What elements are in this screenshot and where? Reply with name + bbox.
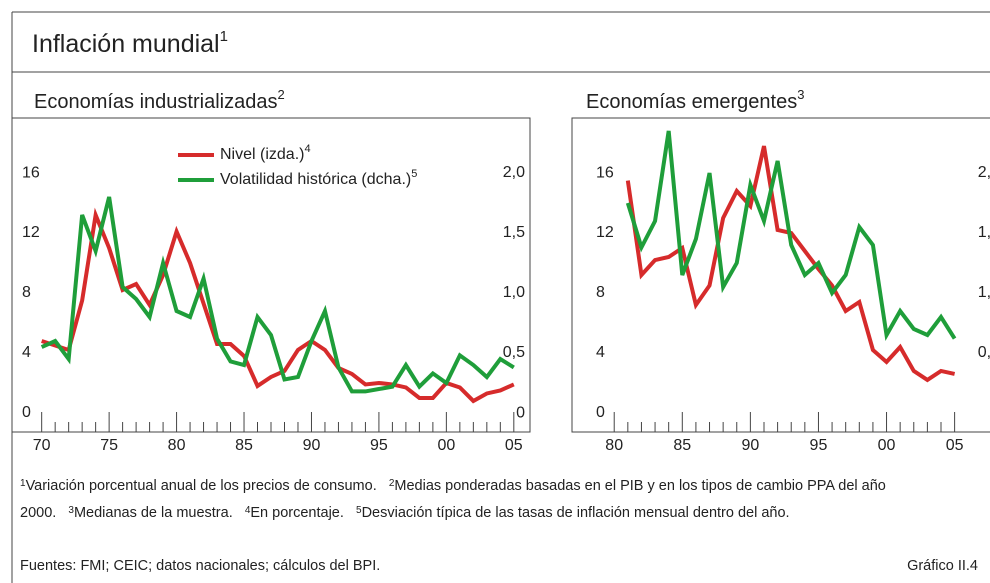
- x-tick-label: 95: [370, 437, 388, 454]
- y-tick-label: 0: [22, 404, 31, 421]
- footnote: 3Medianas de la muestra.: [68, 505, 232, 521]
- series-line: [625, 130, 957, 342]
- footnote-mark: 4: [244, 504, 251, 516]
- panel-title: Economías emergentes3: [586, 87, 804, 113]
- panel-title: Economías industrializadas2: [34, 87, 285, 113]
- footnote-text: Medias ponderadas basadas en el PIB y en…: [20, 478, 886, 521]
- y2-tick-label: 1,0: [978, 284, 990, 301]
- footnote-text: Variación porcentual anual de los precio…: [25, 478, 377, 494]
- legend-text: Nivel (izda.): [220, 146, 304, 163]
- figure-title-text: Inflación mundial: [32, 30, 220, 58]
- y2-tick-label: 0,5: [503, 344, 525, 361]
- x-tick-label: 70: [33, 437, 51, 454]
- y2-tick-label: 1,5: [503, 224, 525, 241]
- footnote-mark: 1: [20, 478, 26, 489]
- panel-title-note: 3: [797, 87, 804, 102]
- y2-tick-label: 0: [516, 404, 525, 421]
- x-tick-label: 00: [437, 437, 455, 454]
- footnote-mark: 2: [388, 478, 395, 489]
- y2-tick-label: 0,5: [978, 344, 990, 361]
- footnote: 5Desviación típica de las tasas de infla…: [356, 505, 790, 521]
- x-tick-label: 90: [303, 437, 321, 454]
- footnote-text: En porcentaje.: [250, 504, 344, 521]
- footnote: 2Medias ponderadas basadas en el PIB y e…: [20, 478, 886, 521]
- y-tick-label: 8: [596, 284, 605, 301]
- y2-tick-label: 1,5: [978, 224, 990, 241]
- panel-title-note: 2: [277, 87, 284, 102]
- chart-id: Gráfico II.4: [907, 558, 978, 574]
- legend-entry: Volatilidad histórica (dcha.)5: [220, 168, 417, 188]
- x-tick-label: 75: [100, 437, 118, 454]
- legend-note: 4: [304, 143, 310, 155]
- legend-entry: Nivel (izda.)4: [220, 143, 311, 163]
- x-tick-label: 05: [505, 437, 523, 454]
- x-tick-label: 90: [741, 437, 759, 454]
- x-tick-label: 80: [605, 437, 623, 454]
- y-tick-label: 12: [22, 224, 40, 241]
- panel-title-text: Economías industrializadas: [34, 91, 277, 113]
- x-tick-label: 85: [673, 437, 691, 454]
- x-tick-label: 85: [235, 437, 253, 454]
- footnote: 4En porcentaje.: [245, 505, 344, 521]
- y2-tick-label: 1,0: [503, 284, 525, 301]
- series-line: [625, 145, 956, 383]
- y-tick-label: 16: [596, 164, 614, 181]
- footnote-text: Desviación típica de las tasas de inflac…: [361, 504, 790, 521]
- y2-tick-label: 2,0: [503, 164, 525, 181]
- y-tick-label: 12: [596, 224, 614, 241]
- footnote-mark: 5: [356, 504, 362, 516]
- footnote: 1Variación porcentual anual de los preci…: [20, 478, 377, 494]
- footnote-text: Medianas de la muestra.: [73, 504, 233, 521]
- panel-title-text: Economías emergentes: [586, 91, 797, 113]
- y-tick-label: 4: [596, 344, 605, 361]
- footnotes: 1Variación porcentual anual de los preci…: [20, 472, 985, 525]
- x-tick-label: 80: [168, 437, 186, 454]
- y-tick-label: 0: [596, 404, 605, 421]
- figure-title: Inflación mundial1: [32, 28, 228, 58]
- legend-note: 5: [411, 168, 417, 180]
- series-line: [40, 196, 515, 394]
- y2-tick-label: 2,0: [978, 164, 990, 181]
- y-tick-label: 16: [22, 164, 40, 181]
- y-tick-label: 8: [22, 284, 31, 301]
- figure-title-note: 1: [220, 28, 228, 45]
- footnote-mark: 3: [68, 504, 74, 516]
- sources: Fuentes: FMI; CEIC; datos nacionales; cá…: [20, 558, 381, 574]
- series-line: [41, 207, 515, 404]
- x-tick-label: 95: [810, 437, 828, 454]
- legend-text: Volatilidad histórica (dcha.): [220, 171, 411, 188]
- x-tick-label: 05: [946, 437, 964, 454]
- y-tick-label: 4: [22, 344, 31, 361]
- x-tick-label: 00: [878, 437, 896, 454]
- plot-frame: [571, 117, 990, 433]
